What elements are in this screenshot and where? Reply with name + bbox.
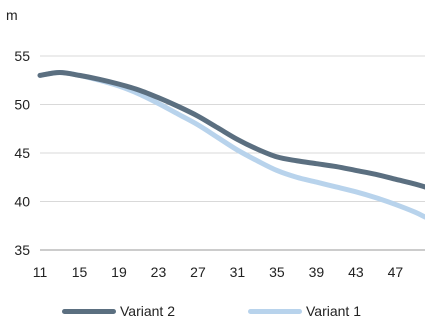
x-tick-label: 39 (309, 264, 325, 280)
x-tick-label: 31 (230, 264, 246, 280)
x-tick-label: 47 (388, 264, 404, 280)
series-line-variant-1 (37, 69, 425, 220)
x-tick-label: 43 (348, 264, 364, 280)
series-lines (37, 69, 425, 220)
x-tick-label: 19 (111, 264, 127, 280)
y-axis-ticks: 35 40 45 50 55 (14, 48, 30, 258)
y-tick-label: 55 (14, 48, 30, 64)
y-tick-label: 40 (14, 194, 30, 210)
x-tick-label: 35 (269, 264, 285, 280)
x-tick-label: 23 (151, 264, 167, 280)
legend: Variant 2 Variant 1 (0, 301, 425, 321)
legend-swatch-variant-2 (62, 308, 116, 314)
x-tick-label: 15 (72, 264, 88, 280)
y-axis-unit-label: m (6, 7, 18, 23)
legend-item-variant-1: Variant 1 (248, 301, 361, 321)
x-tick-label: 27 (190, 264, 206, 280)
y-tick-label: 35 (14, 242, 30, 258)
gridlines (40, 55, 425, 251)
legend-item-variant-2: Variant 2 (62, 301, 175, 321)
x-axis-ticks: 11 15 19 23 27 31 35 39 43 47 (33, 264, 404, 280)
x-tick-label: 11 (33, 264, 48, 280)
legend-swatch-variant-1 (248, 308, 302, 314)
legend-label-variant-2: Variant 2 (120, 303, 175, 319)
y-tick-label: 45 (14, 145, 30, 161)
legend-label-variant-1: Variant 1 (306, 303, 361, 319)
y-tick-label: 50 (14, 97, 30, 113)
series-line-variant-2 (37, 69, 425, 190)
